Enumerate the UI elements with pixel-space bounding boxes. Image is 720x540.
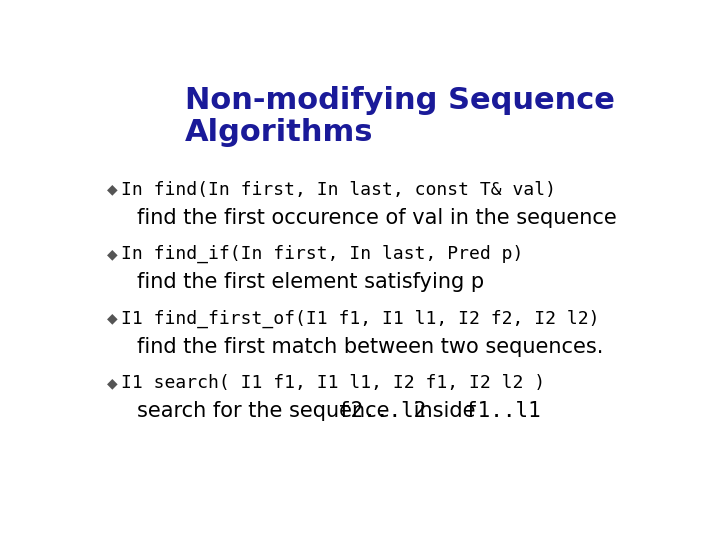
Text: f1..l1: f1..l1 [465,401,541,421]
Text: In find_if(In first, In last, Pred p): In find_if(In first, In last, Pred p) [121,245,523,263]
Text: I1 search( I1 f1, I1 l1, I2 f1, I2 l2 ): I1 search( I1 f1, I1 l1, I2 f1, I2 l2 ) [121,374,545,392]
Text: I1 find_first_of(I1 f1, I1 l1, I2 f2, I2 l2): I1 find_first_of(I1 f1, I1 l1, I2 f2, I2… [121,309,599,328]
Text: find the first element satisfying p: find the first element satisfying p [138,272,485,292]
Text: ◆: ◆ [107,247,117,261]
Text: find the first occurence of val in the sequence: find the first occurence of val in the s… [138,208,617,228]
Text: ◆: ◆ [107,376,117,390]
Text: find the first match between two sequences.: find the first match between two sequenc… [138,337,604,357]
Text: ◆: ◆ [107,183,117,197]
Text: inside: inside [407,401,482,421]
Text: search for the sequence: search for the sequence [138,401,397,421]
Text: ◆: ◆ [107,312,117,326]
Text: f2...l2: f2...l2 [338,401,427,421]
Text: In find(In first, In last, const T& val): In find(In first, In last, const T& val) [121,180,556,199]
Text: Non-modifying Sequence
Algorithms: Non-modifying Sequence Algorithms [185,85,615,147]
